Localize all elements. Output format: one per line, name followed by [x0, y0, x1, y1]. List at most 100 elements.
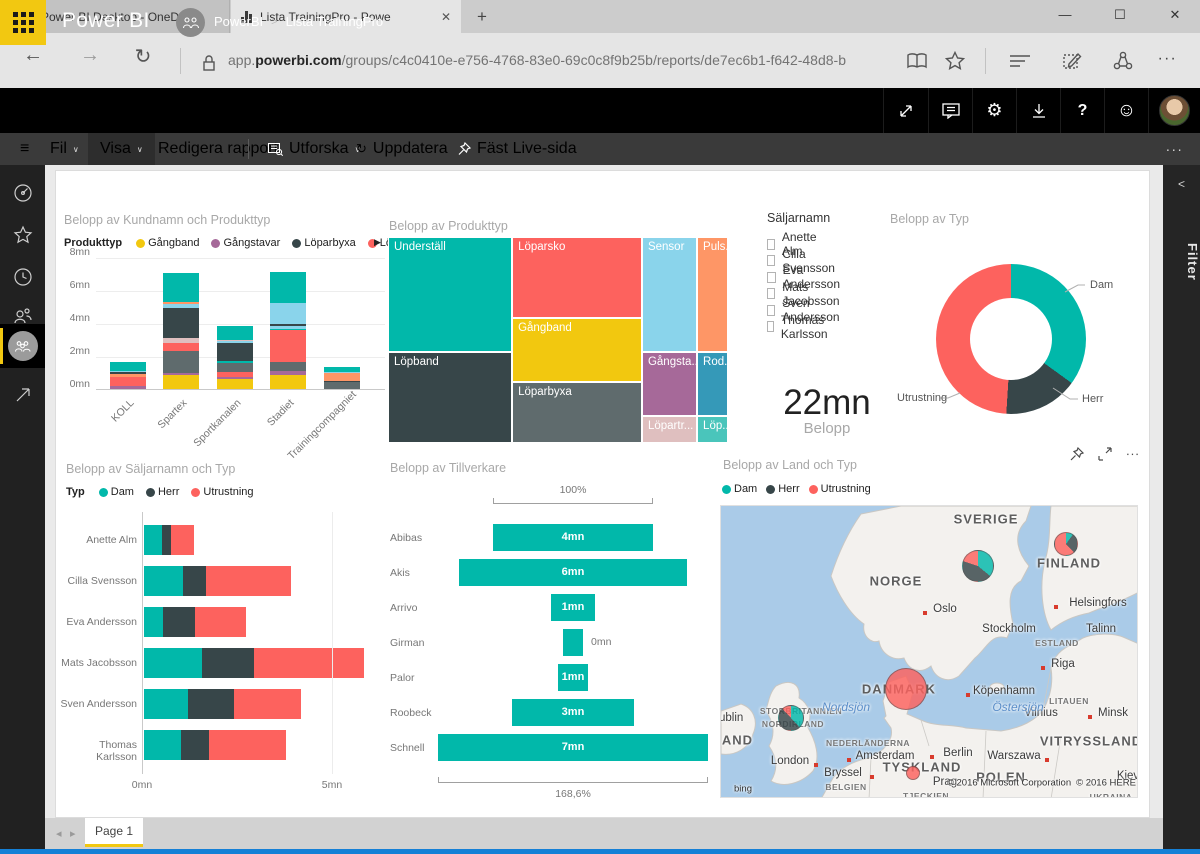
treemap-tile-lp[interactable]: Löp...	[697, 416, 728, 443]
legend-item[interactable]: Utrustning	[191, 486, 254, 498]
treemap-tile-sensor[interactable]: Sensor	[641, 237, 698, 352]
slicer-item[interactable]: Anette Alm	[767, 230, 820, 258]
dashboards-gauge-icon[interactable]	[0, 173, 45, 213]
refresh-button[interactable]: ↻	[134, 46, 152, 68]
workspace-avatar[interactable]	[176, 8, 205, 37]
denmark-pie[interactable]	[885, 668, 927, 710]
settings-gear-icon[interactable]: ⚙	[972, 88, 1016, 133]
reading-view-icon[interactable]	[902, 46, 932, 76]
legend-scroll-icon[interactable]: ▶	[374, 237, 381, 247]
legend-item[interactable]: Dam	[722, 483, 757, 495]
menu-fil[interactable]: Fil ∨	[50, 140, 79, 157]
checkbox[interactable]	[767, 304, 776, 316]
chevron-left-icon[interactable]: <	[1177, 177, 1185, 191]
powerbi-logo[interactable]: Power BI	[62, 9, 150, 32]
comment-icon[interactable]	[928, 88, 972, 133]
funnel-bar-girman[interactable]	[562, 629, 583, 656]
germany-pie[interactable]	[906, 766, 920, 780]
page-next-icon[interactable]: ▸	[70, 828, 76, 840]
web-note-icon[interactable]	[1057, 46, 1087, 76]
treemap-tile-rod[interactable]: Rod...	[697, 351, 728, 416]
slicer-item[interactable]: Cilla Svensson	[767, 247, 838, 275]
column-bar[interactable]	[270, 271, 306, 389]
back-button[interactable]: ←	[23, 44, 43, 66]
feedback-smiley-icon[interactable]: ☺	[1104, 88, 1148, 133]
menu-uppdatera[interactable]: ↻ Uppdatera	[356, 140, 448, 157]
share-icon[interactable]	[1108, 46, 1138, 76]
barh-bar[interactable]	[144, 525, 194, 555]
column-bar[interactable]	[163, 272, 199, 389]
barh-bar[interactable]	[144, 566, 292, 596]
funnel-bar-schnell[interactable]: 7mn	[438, 734, 708, 761]
favorites-star-icon[interactable]	[0, 215, 45, 255]
url-text[interactable]: app.powerbi.com/groups/c4c0410e-e756-476…	[228, 52, 846, 68]
lapland-pie[interactable]	[1054, 532, 1078, 556]
download-icon[interactable]	[1016, 88, 1060, 133]
menu-more-icon[interactable]: ∙∙∙	[1166, 141, 1184, 157]
treemap-tile-gngband[interactable]: Gångband	[512, 317, 642, 383]
shared-with-me-icon[interactable]	[0, 296, 45, 336]
barh-bar[interactable]	[144, 607, 246, 637]
barh-bar[interactable]	[144, 689, 301, 719]
uk-pie[interactable]	[778, 705, 804, 731]
slicer-item[interactable]: Thomas Karlsson	[767, 313, 832, 341]
treemap-tile-puls[interactable]: Puls...	[697, 237, 728, 352]
checkbox[interactable]	[767, 255, 776, 266]
checkbox[interactable]	[767, 288, 776, 299]
menu-visa[interactable]: Visa ∨	[88, 133, 155, 165]
treemap-tile-lparsko[interactable]: Löparsko	[512, 237, 642, 318]
app-launcher-waffle-icon[interactable]	[0, 0, 46, 45]
menu-fast-live-sida[interactable]: Fäst Live-sida	[446, 133, 589, 165]
slicer-item[interactable]: Sven Andersson	[767, 296, 842, 324]
browser-tab-powerbi[interactable]: Lista TrainingPro - Powe ✕	[231, 0, 461, 33]
window-maximize-button[interactable]: ☐	[1114, 7, 1126, 22]
tab-close-icon[interactable]: ✕	[440, 9, 451, 24]
slicer-item[interactable]: Mats Jacobsson	[767, 280, 842, 308]
treemap-tile-lparbyxa[interactable]: Löparbyxa	[512, 382, 642, 443]
hamburger-menu-icon[interactable]: ≡	[20, 140, 30, 157]
breadcrumb-report[interactable]: Lista TrainingPro	[285, 14, 384, 29]
workspace-active-item[interactable]	[0, 324, 45, 368]
funnel-bar-palor[interactable]: 1mn	[557, 664, 589, 691]
legend-item[interactable]: Herr	[766, 483, 800, 495]
window-minimize-button[interactable]: —	[1058, 7, 1072, 22]
open-external-arrow-icon[interactable]	[0, 375, 45, 415]
funnel-bar-arrivo[interactable]: 1mn	[551, 594, 595, 621]
browser-more-icon[interactable]: ∙∙∙	[1158, 50, 1178, 67]
visual-more-icon[interactable]: ∙∙∙	[1126, 446, 1140, 461]
slicer-item[interactable]: Eva Andersson	[767, 263, 842, 291]
legend-item[interactable]: Dam	[98, 486, 134, 498]
hub-icon[interactable]	[1005, 46, 1035, 76]
help-icon[interactable]: ?	[1060, 88, 1104, 133]
window-close-button[interactable]: ✕	[1169, 7, 1181, 22]
fullscreen-icon[interactable]	[883, 88, 927, 133]
barh-bar[interactable]	[144, 648, 365, 678]
funnel-bar-roobeck[interactable]: 3mn	[511, 699, 634, 726]
new-tab-button[interactable]: +	[477, 7, 487, 26]
funnel-bar-akis[interactable]: 6mn	[459, 559, 687, 586]
page-tab[interactable]: Page 1	[85, 818, 143, 847]
barh-bar[interactable]	[144, 730, 287, 760]
checkbox[interactable]	[767, 271, 776, 283]
legend-item[interactable]: Gångstavar	[211, 237, 280, 249]
treemap-tile-understll[interactable]: Underställ	[388, 237, 513, 352]
funnel-bar-abibas[interactable]: 4mn	[493, 524, 653, 551]
pin-visual-icon[interactable]	[1070, 446, 1084, 461]
legend-item[interactable]: Utrustning	[808, 483, 871, 495]
menu-utforska[interactable]: Utforska ∨	[256, 133, 372, 165]
breadcrumb-workspace[interactable]: PowerBI	[214, 14, 264, 29]
treemap-tile-lpartr[interactable]: Löpartr...	[641, 416, 698, 443]
favorites-star-icon[interactable]	[940, 46, 970, 76]
user-avatar[interactable]	[1148, 88, 1200, 133]
treemap-tile-lpband[interactable]: Löpband	[388, 351, 513, 443]
recent-clock-icon[interactable]	[0, 257, 45, 297]
legend-item[interactable]: Löparbyxa	[292, 237, 356, 249]
checkbox[interactable]	[767, 238, 775, 250]
focus-mode-icon[interactable]	[1098, 446, 1112, 461]
column-bar[interactable]	[324, 366, 360, 389]
sweden-pie[interactable]	[962, 550, 994, 582]
checkbox[interactable]	[767, 321, 774, 332]
legend-item[interactable]: Herr	[145, 486, 179, 498]
page-prev-icon[interactable]: ◂	[56, 828, 62, 840]
column-bar[interactable]	[217, 325, 253, 389]
